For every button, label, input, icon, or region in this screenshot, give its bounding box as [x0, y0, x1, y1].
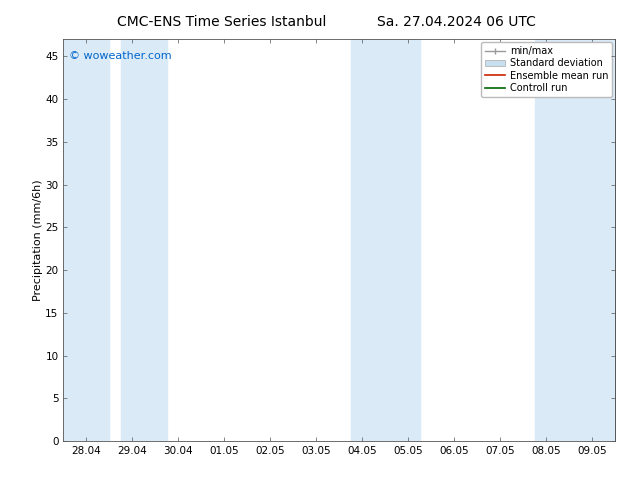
Legend: min/max, Standard deviation, Ensemble mean run, Controll run: min/max, Standard deviation, Ensemble me…: [481, 42, 612, 97]
Bar: [534, 39, 615, 441]
Bar: [121, 39, 167, 441]
Bar: [63, 39, 110, 441]
Y-axis label: Precipitation (mm/6h): Precipitation (mm/6h): [32, 179, 42, 301]
Bar: [351, 39, 420, 441]
Text: Sa. 27.04.2024 06 UTC: Sa. 27.04.2024 06 UTC: [377, 15, 536, 29]
Text: © woweather.com: © woweather.com: [69, 51, 172, 61]
Text: CMC-ENS Time Series Istanbul: CMC-ENS Time Series Istanbul: [117, 15, 327, 29]
